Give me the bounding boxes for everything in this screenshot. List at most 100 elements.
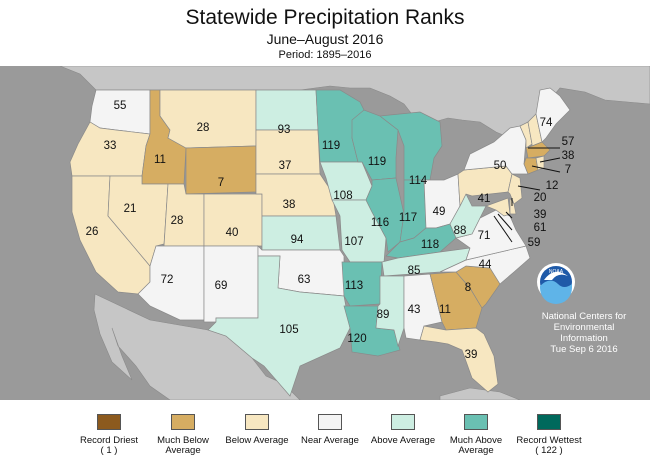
rank-label-TN: 85	[408, 265, 421, 277]
legend-label-above: Above Average	[370, 435, 436, 446]
legend-item-record-wettest: Record Wettest ( 122 )	[513, 414, 585, 456]
rank-label-CT: 7	[565, 164, 571, 176]
rank-label-NE: 38	[283, 199, 296, 211]
rank-label-VA_E: 59	[528, 237, 541, 249]
map-period: Period: 1895–2016	[278, 49, 372, 61]
legend-item-below: Below Average	[221, 414, 293, 446]
legend: Record Driest ( 1 ) Much Below Average B…	[0, 402, 650, 475]
rank-label-MD: 39	[534, 209, 547, 221]
callout-line-NJ	[517, 185, 541, 191]
rank-label-MS: 89	[377, 309, 390, 321]
rank-label-LA: 120	[347, 333, 366, 345]
rank-label-WV: 88	[454, 225, 467, 237]
rank-label-NC: 44	[479, 259, 492, 271]
rank-label-FL: 39	[465, 349, 478, 361]
legend-count-record-wettest: ( 122 )	[535, 445, 563, 456]
legend-item-near: Near Average	[294, 414, 366, 446]
state-FL	[419, 325, 499, 393]
title-block: Statewide Precipitation Ranks June–Augus…	[0, 0, 650, 66]
rank-label-PA: 41	[478, 193, 491, 205]
state-RI	[535, 155, 545, 171]
legend-swatch-much-above	[464, 414, 488, 430]
callout-line-CT	[531, 165, 561, 173]
map-subtitle: June–August 2016	[266, 31, 384, 47]
state-NM	[203, 245, 259, 323]
rank-label-NY: 50	[494, 160, 507, 172]
legend-swatch-below	[245, 414, 269, 430]
rank-label-WI: 119	[368, 156, 386, 168]
legend-item-record-driest: Record Driest ( 1 )	[73, 414, 145, 456]
credits: National Centers for Environmental Infor…	[518, 311, 650, 355]
legend-label-much-above: Much Above Average	[449, 435, 503, 456]
credits-line-1: National Centers for	[541, 311, 627, 322]
rank-label-AR: 113	[345, 280, 363, 292]
noaa-logo: NOAA	[537, 263, 575, 304]
rank-label-OK: 63	[298, 274, 311, 286]
state-MD	[485, 197, 511, 217]
rank-label-GA: 11	[439, 304, 451, 316]
legend-label-below: Below Average	[225, 435, 289, 446]
callout-line-MD	[505, 211, 513, 219]
callout-line-DC	[497, 213, 513, 231]
rank-label-DE: 20	[534, 192, 547, 204]
rank-label-IA: 108	[333, 190, 352, 202]
rank-label-RI: 38	[562, 150, 575, 162]
legend-item-above: Above Average	[367, 414, 439, 446]
callout-line-VA_E	[493, 215, 513, 243]
rank-label-SD: 37	[279, 160, 292, 172]
rank-label-NM: 69	[215, 280, 228, 292]
rank-label-MA: 57	[562, 136, 575, 148]
rank-label-TX: 105	[279, 324, 298, 336]
noaa-logo-text: NOAA	[549, 269, 564, 275]
rank-label-IN: 117	[399, 212, 417, 224]
legend-label-record-wettest: Record Wettest	[516, 435, 582, 446]
rank-label-MI: 114	[409, 175, 428, 187]
legend-label-near: Near Average	[301, 435, 359, 446]
noaa-logo-wave	[540, 280, 572, 304]
legend-item-much-below: Much Below Average	[147, 414, 219, 456]
legend-swatch-record-wettest	[537, 414, 561, 430]
rank-label-AZ: 72	[161, 274, 174, 286]
rank-label-CA: 26	[86, 226, 99, 238]
state-MI	[379, 111, 443, 181]
state-AR	[341, 261, 383, 307]
legend-swatch-above	[391, 414, 415, 430]
legend-swatch-record-driest	[97, 414, 121, 430]
state-CT	[523, 157, 539, 175]
rank-label-IL: 116	[371, 217, 389, 229]
rank-label-AL: 43	[408, 304, 421, 316]
state-MT	[159, 89, 257, 149]
rank-label-ME: 74	[540, 117, 553, 129]
noaa-logo-bird	[544, 271, 568, 280]
credits-line-2: Environmental	[553, 322, 615, 333]
rank-label-ID: 11	[154, 154, 166, 166]
rank-label-KY: 118	[421, 239, 439, 251]
rank-label-SC: 8	[465, 282, 471, 294]
rank-label-NJ: 12	[546, 180, 559, 192]
state-NE	[255, 173, 337, 217]
rank-label-NV: 21	[124, 203, 137, 215]
rank-label-MN: 119	[322, 140, 340, 152]
rank-label-UT: 28	[171, 215, 184, 227]
cuba-land	[439, 387, 521, 400]
rank-label-DC: 61	[534, 222, 547, 234]
credits-date: Tue Sep 6 2016	[550, 344, 618, 355]
us-precipitation-map: 55 33 26 11 21 28 7 28 72 40 69 93 37 38…	[0, 66, 650, 400]
legend-label-much-below: Much Below Average	[157, 435, 209, 456]
legend-swatch-near	[318, 414, 342, 430]
rank-label-WA: 55	[114, 100, 127, 112]
rank-label-CO: 40	[226, 227, 239, 239]
rank-label-ND: 93	[278, 124, 291, 136]
legend-label-record-driest: Record Driest	[79, 435, 139, 446]
states-layer	[69, 87, 571, 397]
legend-swatch-much-below	[171, 414, 195, 430]
rank-label-OH: 49	[433, 206, 446, 218]
legend-count-record-driest: ( 1 )	[100, 445, 118, 456]
state-IL	[365, 177, 405, 253]
rank-label-OR: 33	[104, 140, 117, 152]
state-ME	[535, 87, 571, 143]
callout-lines	[493, 147, 561, 243]
rank-label-VA: 71	[478, 230, 491, 242]
state-TX	[207, 255, 351, 397]
callout-line-RI	[539, 157, 561, 163]
